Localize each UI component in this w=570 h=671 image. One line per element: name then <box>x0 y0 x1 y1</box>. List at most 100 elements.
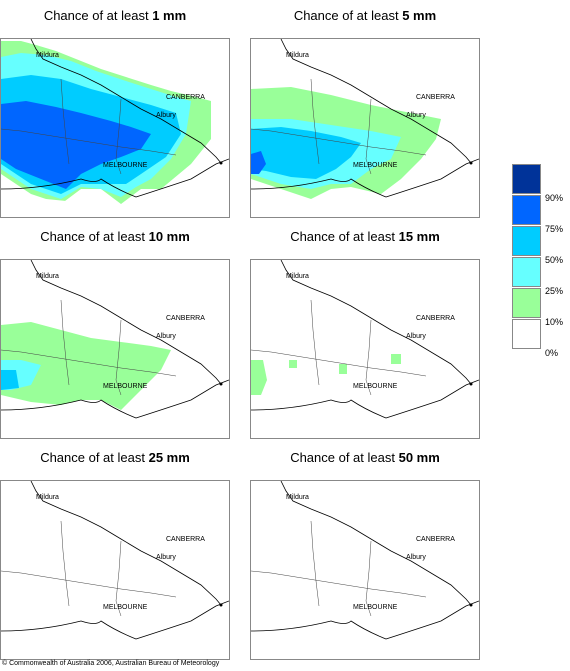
coastline <box>251 379 479 419</box>
district-line <box>251 349 427 377</box>
district-line <box>251 128 427 156</box>
legend-label: 0% <box>545 348 559 358</box>
district-line <box>365 319 372 396</box>
place-label-melbourne: MELBOURNE <box>353 162 398 169</box>
panel-title: Chance of at least 10 mm <box>0 229 230 244</box>
place-label-melbourne: MELBOURNE <box>103 604 148 611</box>
district-line <box>115 98 122 175</box>
place-label-albury: Albury <box>406 554 426 561</box>
place-label-mildura: Mildura <box>36 494 59 501</box>
legend-label: 75% <box>545 224 564 234</box>
state-border <box>280 260 472 385</box>
panel-title-amount: 5 mm <box>402 8 437 23</box>
legend-swatch-25 <box>512 257 541 287</box>
map-marker <box>469 161 473 165</box>
place-label-mildura: Mildura <box>286 273 309 280</box>
place-label-canberra: CANBERRA <box>416 536 455 543</box>
district-line <box>251 570 427 598</box>
place-label-canberra: CANBERRA <box>166 315 205 322</box>
area-0pct <box>1 189 71 217</box>
panel-title-prefix: Chance of at least <box>293 8 403 23</box>
panel-title-amount: 25 mm <box>148 450 190 465</box>
map-marker <box>469 382 473 386</box>
legend-label: 90% <box>545 193 564 203</box>
place-label-mildura: Mildura <box>286 52 309 59</box>
place-label-melbourne: MELBOURNE <box>353 383 398 390</box>
place-label-albury: Albury <box>156 333 176 340</box>
panel-title-amount: 1 mm <box>152 8 187 23</box>
place-label-mildura: Mildura <box>36 273 59 280</box>
probability-map: Mildura CANBERRA Albury MELBOURNE <box>0 259 230 439</box>
area-10pct <box>289 360 297 368</box>
legend-label: 10% <box>545 317 564 327</box>
district-line <box>60 520 70 607</box>
legend-label: 50% <box>545 255 564 265</box>
place-label-canberra: CANBERRA <box>166 94 205 101</box>
area-10pct <box>391 354 401 364</box>
panel-title: Chance of at least 5 mm <box>250 8 480 23</box>
legend-swatch-10 <box>512 288 541 318</box>
place-label-melbourne: MELBOURNE <box>353 604 398 611</box>
coastline <box>1 379 229 419</box>
district-line <box>365 98 372 175</box>
coastline <box>251 600 479 640</box>
probability-map: Mildura CANBERRA Albury MELBOURNE <box>250 480 480 660</box>
panel-title-prefix: Chance of at least <box>290 450 399 465</box>
panel-title-prefix: Chance of at least <box>40 229 149 244</box>
panel-title: Chance of at least 1 mm <box>0 8 230 23</box>
panel-title-amount: 15 mm <box>398 229 440 244</box>
state-border <box>30 481 222 606</box>
panel-title: Chance of at least 15 mm <box>250 229 480 244</box>
district-line <box>365 540 372 617</box>
place-label-melbourne: MELBOURNE <box>103 162 148 169</box>
area-10pct <box>1 322 171 410</box>
state-border <box>30 39 222 164</box>
map-marker <box>469 603 473 607</box>
map-marker <box>219 603 223 607</box>
district-line <box>310 520 320 607</box>
probability-map: Mildura CANBERRA Albury MELBOURNE <box>250 38 480 218</box>
panel-title-prefix: Chance of at least <box>43 8 153 23</box>
district-line <box>60 78 70 165</box>
place-label-canberra: CANBERRA <box>416 315 455 322</box>
district-line <box>1 128 177 156</box>
place-label-albury: Albury <box>156 112 176 119</box>
place-label-albury: Albury <box>406 112 426 119</box>
area-50pct <box>1 370 19 390</box>
area-10pct <box>339 364 347 374</box>
legend-swatch-90 <box>512 164 541 194</box>
panel-title-prefix: Chance of at least <box>40 450 149 465</box>
district-line <box>310 299 320 386</box>
copyright-text: © Commonwealth of Australia 2006, Austra… <box>2 660 220 667</box>
place-label-mildura: Mildura <box>286 494 309 501</box>
panel-title-amount: 10 mm <box>148 229 190 244</box>
coastline <box>1 158 229 198</box>
coastline <box>1 600 229 640</box>
legend-label: 25% <box>545 286 564 296</box>
state-border <box>280 481 472 606</box>
map-marker <box>219 161 223 165</box>
map-marker <box>219 382 223 386</box>
probability-map: Mildura CANBERRA Albury MELBOURNE <box>0 480 230 660</box>
place-label-albury: Albury <box>406 333 426 340</box>
area-75pct <box>1 101 151 189</box>
state-border <box>30 260 222 385</box>
probability-map: Mildura CANBERRA Albury MELBOURNE <box>250 259 480 439</box>
probability-map: Mildura CANBERRA Albury MELBOURNE <box>0 38 230 218</box>
panel-title-amount: 50 mm <box>398 450 440 465</box>
place-label-canberra: CANBERRA <box>416 94 455 101</box>
area-10pct <box>251 360 267 395</box>
panel-title: Chance of at least 25 mm <box>0 450 230 465</box>
legend-swatch-50 <box>512 226 541 256</box>
district-line <box>1 570 177 598</box>
panel-title: Chance of at least 50 mm <box>250 450 480 465</box>
district-line <box>115 319 122 396</box>
legend-swatch-0 <box>512 319 541 349</box>
district-line <box>1 349 177 377</box>
state-border <box>280 39 472 164</box>
district-line <box>310 78 320 165</box>
panel-title-prefix: Chance of at least <box>290 229 399 244</box>
legend-swatch-75 <box>512 195 541 225</box>
district-line <box>60 299 70 386</box>
coastline <box>251 158 479 198</box>
